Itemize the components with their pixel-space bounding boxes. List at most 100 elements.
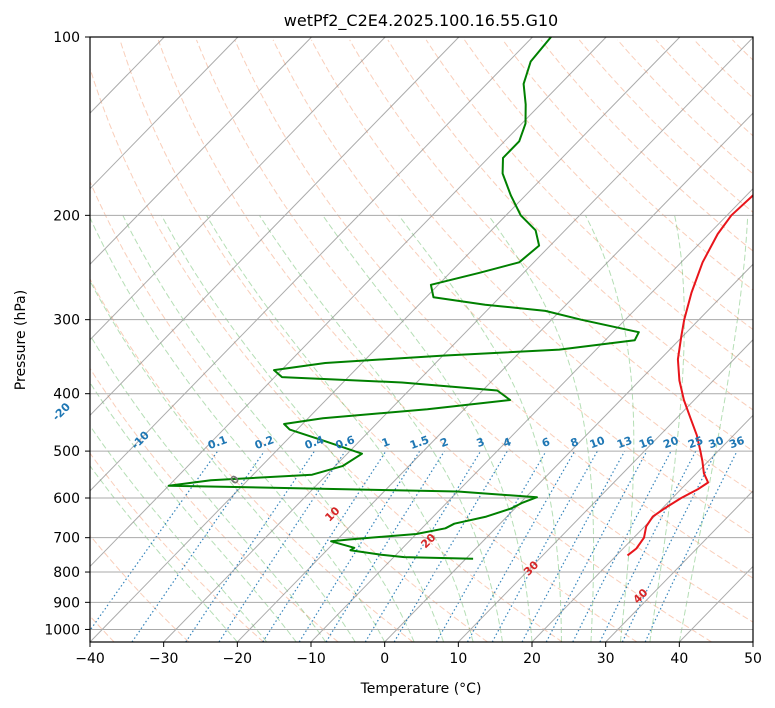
dry-adiabat (617, 39, 753, 175)
mixing-ratio-line (262, 450, 387, 642)
mixing-ratio-line (325, 450, 446, 642)
isotherm (605, 490, 753, 642)
y-axis-ticks: 100 200 300 400 500 600 700 800 900 1000 (44, 30, 90, 638)
dewpoint-line (167, 37, 640, 560)
isotherm (90, 37, 681, 642)
y-tick-label: 1000 (44, 622, 80, 638)
mixing-ratio-line (393, 450, 508, 642)
mixing-ratio-label: 25 (686, 434, 705, 451)
dry-adiabat (90, 452, 264, 642)
moist-adiabat (90, 381, 297, 642)
isotherm (457, 339, 753, 642)
dry-adiabat (196, 39, 753, 623)
dry-adiabat (90, 180, 488, 642)
dry-adiabat-label: 40 (631, 586, 651, 606)
dry-adiabat-label: -10 (129, 428, 152, 451)
mixing-ratio-line (131, 450, 265, 642)
mixing-ratio-label: 30 (707, 434, 726, 452)
mixing-ratio-line (572, 450, 672, 642)
mixing-ratio-line (90, 450, 219, 632)
dry-adiabat (119, 39, 638, 642)
dry-adiabat (732, 39, 753, 61)
x-tick-label: −10 (296, 651, 326, 667)
isotherm (90, 37, 239, 190)
moist-adiabat (90, 216, 386, 642)
mixing-ratio-line (521, 450, 626, 642)
y-tick-label: 600 (53, 491, 80, 507)
dry-adiabat (90, 534, 190, 642)
mixing-ratio-label: 16 (637, 434, 656, 452)
dry-adiabat (578, 39, 753, 213)
y-tick-label: 500 (53, 444, 80, 460)
dry-adiabat (425, 39, 753, 371)
moist-adiabat (258, 215, 503, 642)
x-tick-label: 30 (597, 651, 615, 667)
mixing-ratio-line (364, 450, 482, 642)
isotherm (90, 37, 533, 492)
mixing-ratio-label: 1.5 (408, 433, 431, 452)
mixing-ratio-line (621, 450, 717, 642)
moist-adiabat (90, 424, 268, 642)
dry-adiabat (655, 39, 753, 137)
isotherm (163, 37, 753, 642)
mixing-ratio-line (491, 450, 598, 642)
mixing-ratio-label: 10 (588, 434, 607, 452)
x-tick-label: −30 (149, 651, 179, 667)
x-tick-label: 40 (670, 651, 688, 667)
mixing-ratio-label: 0.2 (253, 433, 276, 452)
mixing-ratio-label: 0.1 (206, 433, 229, 452)
x-tick-label: 0 (380, 651, 389, 667)
mixing-ratio-label: 3 (475, 435, 487, 450)
dry-adiabat (464, 39, 753, 331)
isotherm (752, 641, 753, 642)
mixing-ratio-label: 8 (569, 435, 581, 450)
mixing-ratio-label: 36 (727, 434, 746, 452)
mixing-ratio-label: 13 (615, 434, 634, 451)
isotherm (310, 187, 753, 642)
background-lines (90, 37, 775, 642)
dry-adiabat (234, 39, 753, 579)
moist-adiabat (161, 215, 445, 642)
isotherm (90, 37, 460, 417)
moist-adiabat (322, 215, 533, 642)
mixing-ratio-label: 2 (438, 435, 450, 450)
moist-adiabat (678, 215, 749, 642)
x-axis-label: Temperature (°C) (360, 681, 482, 697)
x-axis-ticks: −40 −30 −20 −10 0 10 20 30 40 50 (75, 642, 762, 667)
pressure-grid (90, 37, 753, 630)
sounding-series (167, 37, 753, 560)
x-tick-label: −20 (223, 651, 253, 667)
mixing-ratio-line (644, 450, 738, 642)
moist-adiabat (398, 215, 562, 642)
moist-adiabat (487, 215, 595, 642)
moist-adiabat (649, 215, 685, 642)
dry-adiabat (771, 40, 775, 642)
dry-adiabat (272, 39, 753, 536)
mixing-ratio-label: 4 (501, 435, 513, 450)
mixing-ratio-label: 20 (661, 434, 680, 452)
mixing-ratio-line (466, 450, 576, 642)
y-tick-label: 800 (53, 565, 80, 581)
y-tick-label: 400 (53, 387, 80, 403)
moist-adiabat (90, 280, 356, 642)
mixing-ratio-line (185, 450, 315, 642)
mixing-ratio-label: 0.6 (334, 433, 357, 452)
mixing-ratio-label: 1 (380, 435, 392, 450)
dry-adiabat (90, 66, 563, 642)
isopleth-labels: -100-90-80-70-60-50-40-30-20-10010203040… (50, 400, 747, 606)
x-tick-label: 50 (744, 651, 762, 667)
isotherm (384, 263, 753, 642)
y-tick-label: 700 (53, 531, 80, 547)
moist-adiabat (206, 215, 474, 642)
y-axis-label: Pressure (hPa) (13, 290, 29, 390)
mixing-ratio-line (218, 450, 346, 642)
dry-adiabat-label: 0 (228, 472, 243, 487)
y-tick-label: 300 (53, 313, 80, 329)
dry-adiabat (310, 39, 753, 494)
moist-adiabat (90, 334, 327, 642)
isotherm (90, 37, 386, 341)
moist-adiabat (90, 465, 238, 642)
mixing-ratio-label: 6 (540, 435, 552, 450)
